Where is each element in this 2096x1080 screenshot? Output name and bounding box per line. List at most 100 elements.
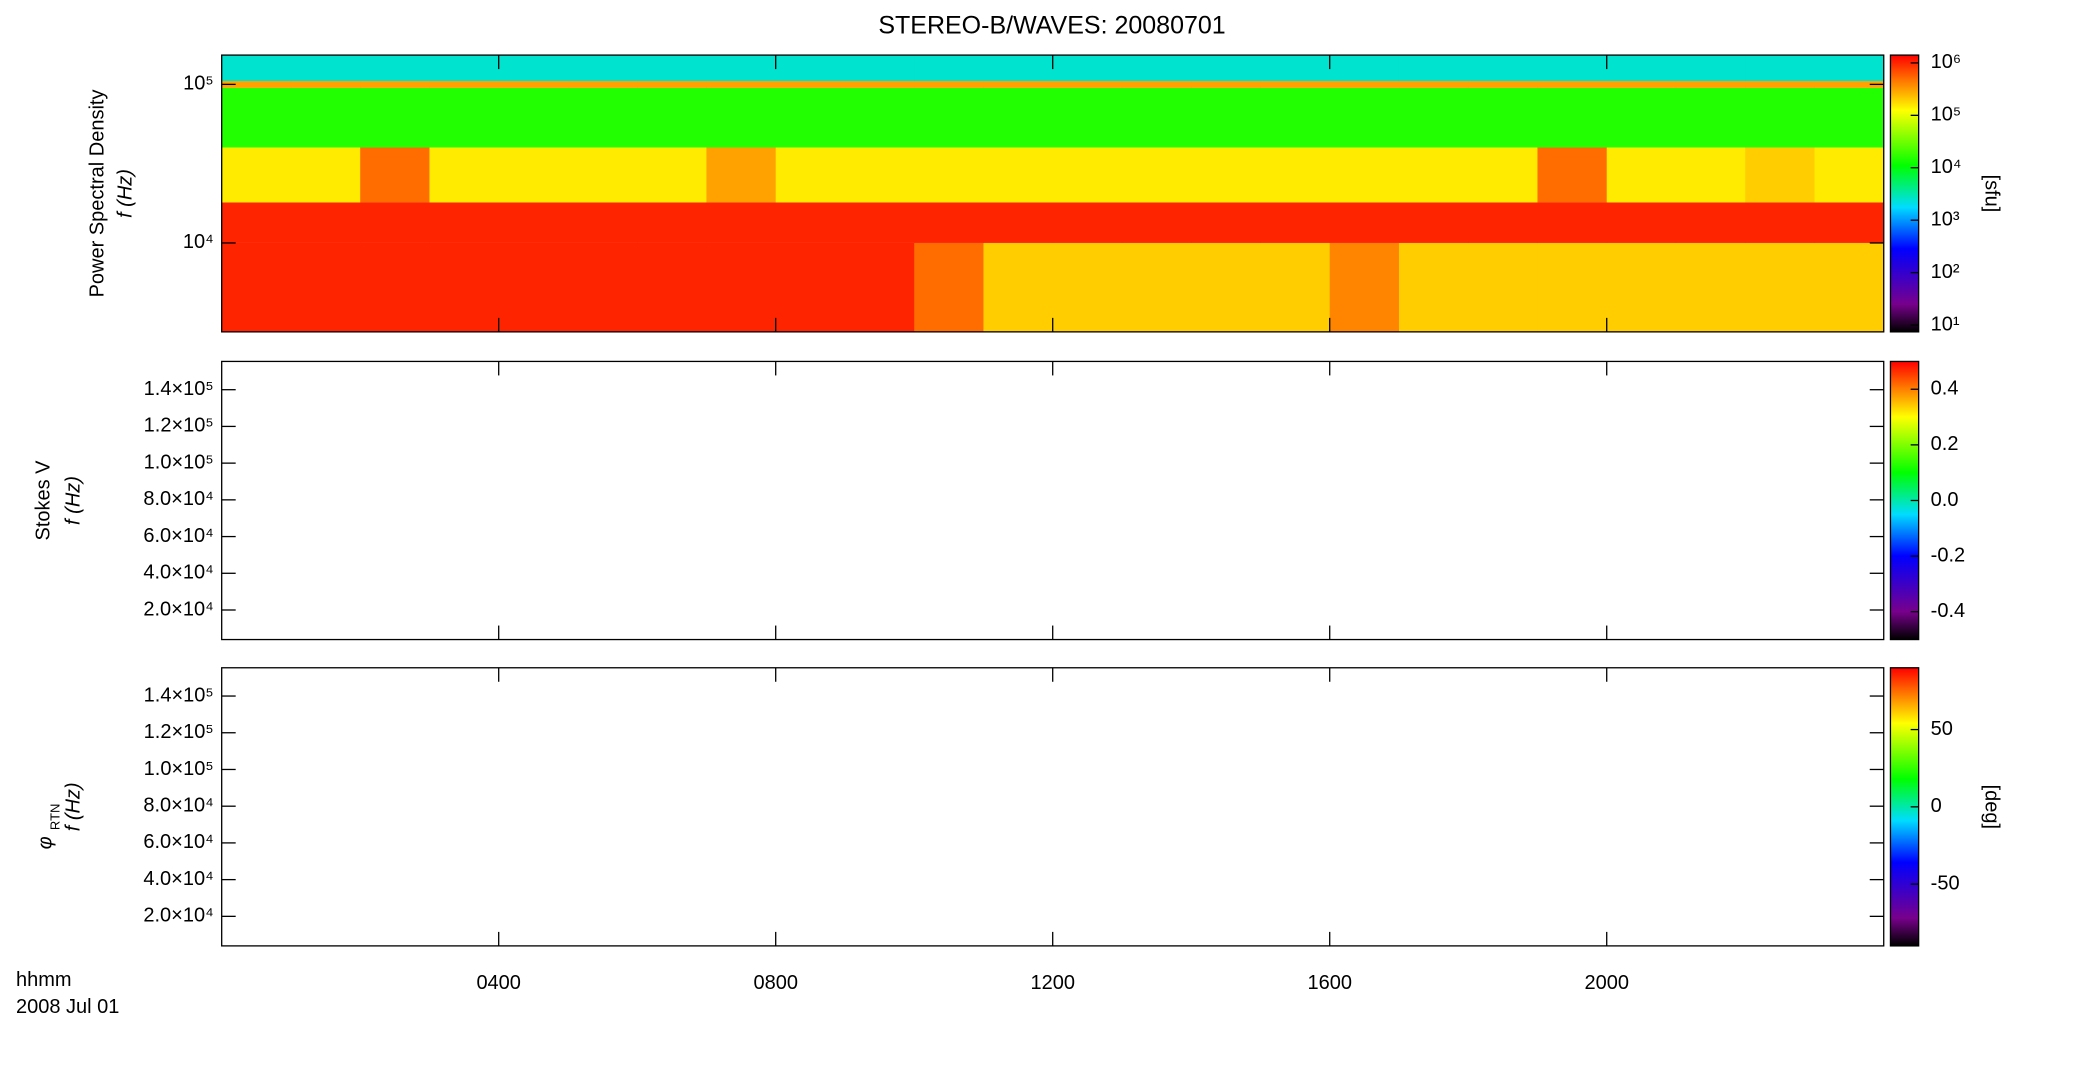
heatmap-cell — [429, 87, 500, 148]
heatmap-cell — [1745, 87, 1815, 148]
heatmap-cell — [775, 81, 846, 88]
heatmap-cell — [567, 55, 638, 82]
heatmap-cell — [567, 87, 638, 148]
heatmap-cell — [429, 55, 500, 82]
heatmap-cell — [1398, 242, 1469, 332]
heatmap-cell — [1121, 242, 1192, 332]
colorbar-tick-label: -0.2 — [1931, 544, 1965, 566]
heatmap-cell — [1191, 242, 1261, 332]
y-tick-label: 8.0×10⁴ — [143, 794, 213, 816]
heatmap-cell — [1260, 202, 1331, 243]
y-tick-label: 1.2×10⁵ — [144, 721, 214, 743]
heatmap-cell — [1675, 242, 1746, 332]
heatmap-cell — [706, 87, 777, 148]
heatmap-cell — [1814, 242, 1885, 332]
heatmap-cell — [221, 87, 292, 148]
heatmap-cell — [221, 147, 292, 203]
heatmap-cell — [914, 202, 984, 243]
heatmap-cell — [983, 81, 1054, 88]
heatmap-cell — [844, 81, 915, 88]
heatmap-cell — [498, 55, 569, 82]
heatmap-cell — [1329, 81, 1400, 88]
heatmap-cell — [498, 147, 569, 203]
heatmap-cell — [1260, 242, 1331, 332]
heatmap-cell — [1260, 55, 1331, 82]
heatmap-cell — [706, 81, 777, 88]
heatmap-cell — [1398, 55, 1469, 82]
y-tick-label: 1.4×10⁵ — [144, 684, 214, 706]
heatmap-cell — [498, 202, 569, 243]
colorbar-tick-label: 10⁵ — [1931, 104, 1962, 126]
heatmap-cell — [567, 202, 638, 243]
heatmap-cell — [1814, 147, 1885, 203]
heatmap-cell — [1675, 81, 1746, 88]
heatmap-cell — [1537, 147, 1608, 203]
plot-frame — [221, 360, 1885, 641]
heatmap-cell — [221, 202, 292, 243]
heatmap-cell — [1745, 242, 1815, 332]
heatmap-cell — [1468, 147, 1538, 203]
heatmap-cell — [1121, 202, 1192, 243]
heatmap-cell — [1606, 242, 1677, 332]
colorbar-tick-label: 0.4 — [1931, 378, 1959, 400]
heatmap-cell — [775, 147, 846, 203]
heatmap-cell — [983, 242, 1054, 332]
heatmap-cell — [983, 202, 1054, 243]
heatmap-cell — [290, 55, 361, 82]
colorbar-label: [sfu] — [1981, 175, 2003, 213]
colorbar-tick-label: 0.2 — [1931, 433, 1959, 455]
heatmap-cell — [1052, 147, 1123, 203]
heatmap-cell — [775, 242, 846, 332]
heatmap-cell — [1260, 87, 1331, 148]
heatmap-cell — [1052, 202, 1123, 243]
colorbar-label: [deg] — [1981, 785, 2003, 829]
heatmap-cell — [1745, 147, 1815, 203]
heatmap-cell — [360, 242, 430, 332]
heatmap-cell — [1052, 242, 1123, 332]
colorbar-tick-label: -0.4 — [1931, 600, 1965, 622]
y-axis-label: f (Hz) — [62, 782, 84, 831]
heatmap-cell — [1052, 81, 1123, 88]
heatmap-cell — [1398, 202, 1469, 243]
heatmap-cell — [360, 81, 430, 88]
heatmap-cell — [290, 81, 361, 88]
heatmap-cell — [844, 147, 915, 203]
heatmap-cell — [706, 55, 777, 82]
heatmap-cell — [1191, 202, 1261, 243]
y-tick-label: 6.0×10⁴ — [143, 831, 213, 853]
heatmap-cell — [983, 147, 1054, 203]
y-axis-label: Power Spectral Density — [86, 90, 108, 298]
heatmap-cell — [498, 87, 569, 148]
heatmap-cell — [221, 81, 292, 88]
heatmap-cell — [360, 147, 430, 203]
y-tick-label: 6.0×10⁴ — [143, 525, 213, 547]
y-tick-label: 4.0×10⁴ — [143, 562, 213, 584]
heatmap-cell — [914, 242, 984, 332]
heatmap-cell — [914, 147, 984, 203]
plot-frame — [221, 667, 1885, 947]
colorbar-tick-label: 50 — [1931, 718, 1953, 740]
heatmap-cell — [983, 55, 1054, 82]
heatmap-cell — [1675, 87, 1746, 148]
heatmap-cell — [1537, 242, 1608, 332]
heatmap-cell — [1675, 202, 1746, 243]
heatmap-cell — [844, 87, 915, 148]
heatmap-cell — [1468, 81, 1538, 88]
heatmap-cell — [1052, 87, 1123, 148]
heatmap-cell — [1121, 87, 1192, 148]
y-axis-label: f (Hz) — [114, 169, 136, 218]
y-tick-label: 1.0×10⁵ — [144, 758, 214, 780]
heatmap-cell — [706, 147, 777, 203]
y-tick-label: 1.4×10⁵ — [144, 378, 214, 400]
y-tick-label: 2.0×10⁴ — [143, 905, 213, 927]
heatmap-cell — [637, 81, 707, 88]
heatmap-cell — [844, 242, 915, 332]
heatmap-cell — [844, 55, 915, 82]
heatmap-cell — [1537, 81, 1608, 88]
heatmap-cell — [1606, 87, 1677, 148]
heatmap-cell — [567, 242, 638, 332]
heatmap-cell — [1675, 55, 1746, 82]
heatmap-cell — [221, 55, 292, 82]
heatmap-cell — [1121, 81, 1192, 88]
